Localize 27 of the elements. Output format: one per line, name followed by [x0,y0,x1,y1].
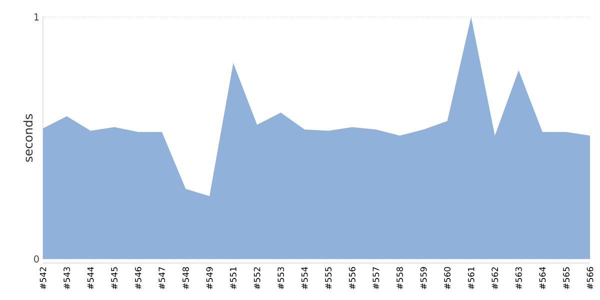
x-tick-label: #565 [563,267,570,290]
x-tick-label: #553 [278,267,284,290]
x-tick-label: #557 [372,267,380,290]
x-tick-label: #544 [87,267,94,290]
x-tick-label: #548 [182,267,189,290]
x-tick-label: #559 [420,267,427,290]
x-tick-label: #551 [230,267,236,290]
x-tick-label: #563 [515,267,522,290]
x-tick-label: #547 [158,267,166,290]
x-tick-label: #545 [111,267,118,290]
y-axis-title: seconds [23,114,33,162]
x-tick-label: #554 [301,267,308,290]
x-tick-label: #558 [396,267,403,290]
x-tick-label: #543 [64,267,70,290]
x-tick-label: #564 [539,267,546,290]
x-tick-label: #562 [492,267,498,290]
y-tick-label: 0 [34,255,39,263]
x-tick-label: #561 [468,267,474,290]
x-tick-label: #556 [348,267,356,290]
x-tick-label: #566 [586,267,594,290]
x-tick-label: #542 [40,267,46,290]
x-tick-label: #560 [444,267,451,290]
x-tick-label: #549 [206,267,213,290]
x-tick-label: #555 [325,267,332,290]
x-tick-label: #552 [254,267,260,290]
y-tick-label: 1 [34,14,39,20]
x-tick-label: #546 [134,267,142,290]
